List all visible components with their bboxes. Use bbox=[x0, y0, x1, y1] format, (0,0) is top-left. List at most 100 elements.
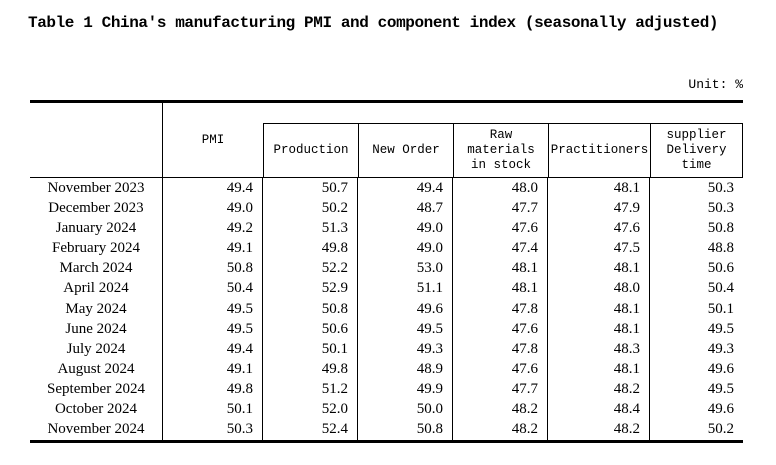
header-label-line: materials bbox=[467, 143, 535, 157]
cell-month: December 2023 bbox=[30, 198, 163, 219]
cell-new-order: 49.0 bbox=[358, 218, 453, 239]
header-label: New Order bbox=[372, 143, 440, 157]
cell-month: October 2024 bbox=[30, 399, 163, 420]
cell-pmi: 50.3 bbox=[163, 419, 263, 441]
cell-pmi: 49.1 bbox=[163, 238, 263, 259]
cell-month: September 2024 bbox=[30, 379, 163, 400]
cell-new-order: 48.9 bbox=[358, 359, 453, 380]
cell-new-order: 48.7 bbox=[358, 198, 453, 219]
cell-pmi: 49.0 bbox=[163, 198, 263, 219]
cell-new-order: 51.1 bbox=[358, 278, 453, 299]
cell-practitioners: 47.5 bbox=[548, 238, 650, 259]
cell-production: 52.0 bbox=[263, 399, 358, 420]
cell-pmi: 49.2 bbox=[163, 218, 263, 239]
cell-supplier-delivery: 50.4 bbox=[707, 280, 734, 297]
cell-supplier-delivery: 49.6 bbox=[707, 360, 734, 377]
cell-pmi: 50.8 bbox=[163, 258, 263, 279]
cell-production: 50.7 bbox=[263, 178, 358, 199]
cell-supplier-delivery: 50.1 bbox=[707, 300, 734, 317]
cell-new-order: 49.5 bbox=[358, 319, 453, 340]
cell-practitioners: 48.1 bbox=[548, 178, 650, 199]
cell-raw-materials: 47.4 bbox=[453, 238, 548, 259]
cell-production: 50.8 bbox=[263, 298, 358, 320]
cell-production: 49.8 bbox=[263, 238, 358, 259]
cell-new-order: 49.9 bbox=[358, 379, 453, 400]
cell-pmi: 50.4 bbox=[163, 278, 263, 299]
cell-raw-materials: 47.6 bbox=[453, 319, 548, 340]
pmi-table: PMI Production New Order Raw materials i… bbox=[30, 100, 743, 443]
cell-month: November 2023 bbox=[30, 178, 163, 199]
header-label: Production bbox=[273, 143, 349, 157]
cell-pmi: 49.1 bbox=[163, 359, 263, 380]
cell-pmi: 49.4 bbox=[163, 339, 263, 360]
cell-supplier-delivery: 49.6 bbox=[707, 401, 734, 418]
column-header-new-order: New Order bbox=[359, 124, 454, 177]
table-row: August 2024 49.1 49.8 48.9 47.6 48.1 49.… bbox=[30, 359, 743, 380]
cell-production: 49.8 bbox=[263, 359, 358, 380]
cell-supplier-delivery: 50.3 bbox=[707, 199, 734, 216]
cell-new-order: 49.4 bbox=[358, 178, 453, 199]
cell-practitioners: 48.2 bbox=[548, 419, 650, 441]
cell-month: May 2024 bbox=[30, 298, 163, 320]
header-label-line: Delivery bbox=[666, 143, 727, 157]
cell-month: June 2024 bbox=[30, 319, 163, 340]
cell-practitioners: 48.4 bbox=[548, 399, 650, 420]
column-header-pmi: PMI bbox=[201, 132, 225, 147]
table-row: September 2024 49.8 51.2 49.9 47.7 48.2 … bbox=[30, 379, 743, 400]
column-header-supplier-delivery: supplier Delivery time bbox=[651, 124, 742, 177]
cell-production: 50.1 bbox=[263, 339, 358, 360]
header-label-line: supplier bbox=[666, 128, 727, 142]
cell-raw-materials: 48.1 bbox=[453, 278, 548, 299]
header-label-line: in stock bbox=[470, 158, 531, 172]
cell-practitioners: 48.1 bbox=[548, 319, 650, 340]
cell-raw-materials: 47.6 bbox=[453, 359, 548, 380]
cell-supplier-delivery: 50.3 bbox=[707, 179, 734, 196]
table-row: November 2024 50.3 52.4 50.8 48.2 48.2 5… bbox=[30, 419, 743, 441]
table-row: March 2024 50.8 52.2 53.0 48.1 48.1 50.6 bbox=[30, 258, 743, 279]
cell-raw-materials: 47.6 bbox=[453, 218, 548, 239]
header-label: Practitioners bbox=[550, 143, 649, 157]
cell-month: July 2024 bbox=[30, 339, 163, 360]
cell-pmi: 49.4 bbox=[163, 178, 263, 199]
cell-practitioners: 48.1 bbox=[548, 298, 650, 320]
cell-month: April 2024 bbox=[30, 278, 163, 299]
cell-new-order: 53.0 bbox=[358, 258, 453, 279]
unit-label: Unit: % bbox=[688, 77, 743, 92]
component-header-box: Production New Order Raw materials in st… bbox=[263, 123, 743, 177]
cell-month: November 2024 bbox=[30, 419, 163, 441]
cell-production: 50.6 bbox=[263, 319, 358, 340]
table-row: November 2023 49.4 50.7 49.4 48.0 48.1 5… bbox=[30, 178, 743, 199]
cell-production: 52.9 bbox=[263, 278, 358, 299]
cell-new-order: 50.8 bbox=[358, 419, 453, 441]
cell-month: January 2024 bbox=[30, 218, 163, 239]
table-row: October 2024 50.1 52.0 50.0 48.2 48.4 49… bbox=[30, 399, 743, 420]
table-header: PMI Production New Order Raw materials i… bbox=[30, 103, 743, 178]
cell-new-order: 49.6 bbox=[358, 298, 453, 320]
cell-pmi: 49.5 bbox=[163, 319, 263, 340]
column-header-production: Production bbox=[264, 124, 359, 177]
cell-raw-materials: 48.1 bbox=[453, 258, 548, 279]
table-row: January 2024 49.2 51.3 49.0 47.6 47.6 50… bbox=[30, 218, 743, 239]
cell-new-order: 50.0 bbox=[358, 399, 453, 420]
cell-raw-materials: 47.8 bbox=[453, 339, 548, 360]
table-row: June 2024 49.5 50.6 49.5 47.6 48.1 49.5 bbox=[30, 319, 743, 340]
table-row: July 2024 49.4 50.1 49.3 47.8 48.3 49.3 bbox=[30, 339, 743, 360]
cell-raw-materials: 48.2 bbox=[453, 419, 548, 441]
cell-raw-materials: 48.0 bbox=[453, 178, 548, 199]
table-row: February 2024 49.1 49.8 49.0 47.4 47.5 4… bbox=[30, 238, 743, 259]
cell-supplier-delivery: 50.8 bbox=[707, 219, 734, 236]
cell-raw-materials: 47.7 bbox=[453, 379, 548, 400]
table-body: November 2023 49.4 50.7 49.4 48.0 48.1 5… bbox=[30, 178, 743, 441]
cell-pmi: 50.1 bbox=[163, 399, 263, 420]
cell-production: 50.2 bbox=[263, 198, 358, 219]
cell-production: 51.3 bbox=[263, 218, 358, 239]
cell-supplier-delivery: 49.5 bbox=[707, 381, 734, 398]
cell-month: August 2024 bbox=[30, 359, 163, 380]
cell-new-order: 49.0 bbox=[358, 238, 453, 259]
cell-pmi: 49.8 bbox=[163, 379, 263, 400]
cell-practitioners: 48.0 bbox=[548, 278, 650, 299]
cell-pmi: 49.5 bbox=[163, 298, 263, 320]
cell-production: 52.4 bbox=[263, 419, 358, 441]
column-header-raw-materials: Raw materials in stock bbox=[454, 124, 549, 177]
